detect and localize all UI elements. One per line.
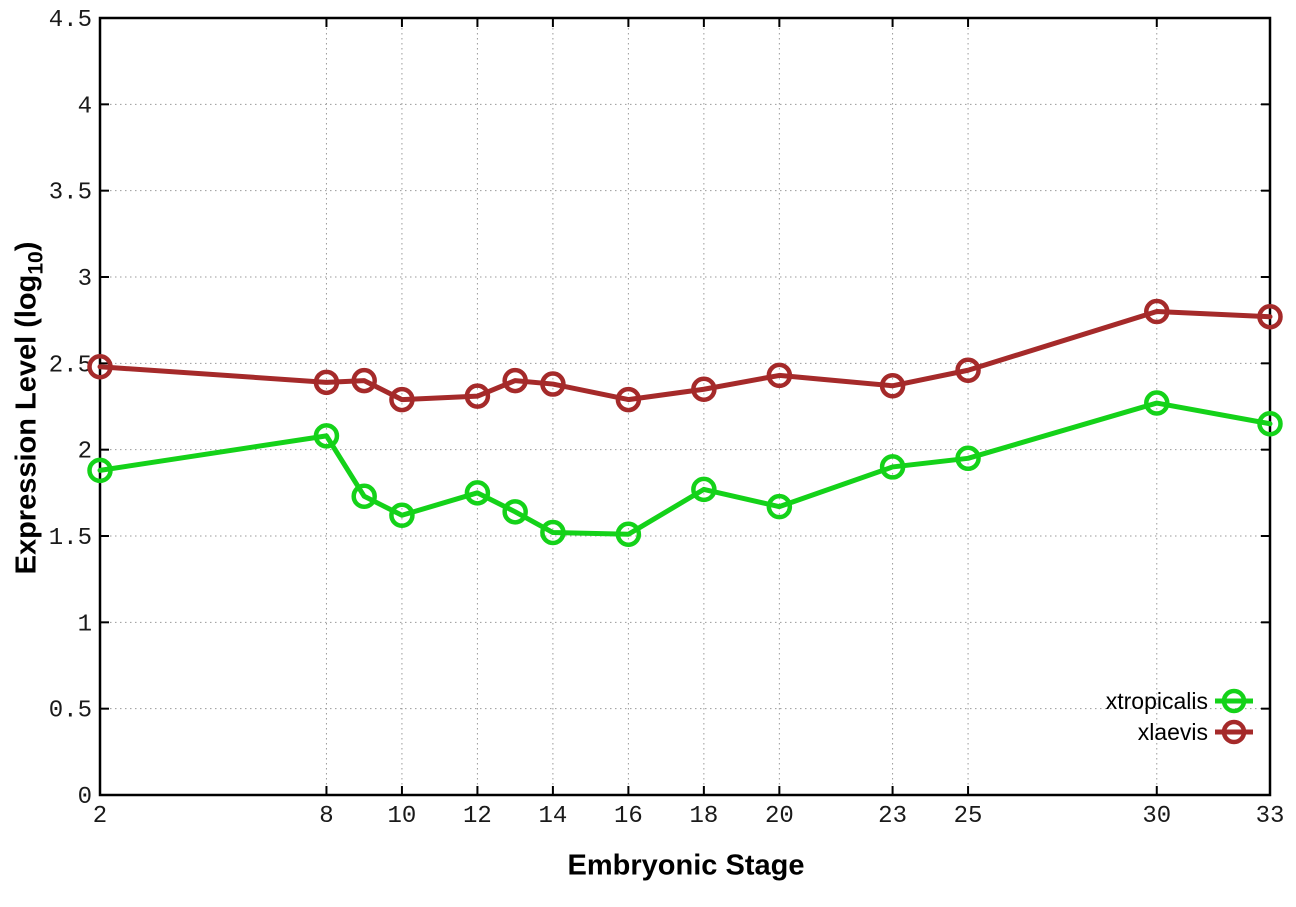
x-axis-title: Embryonic Stage xyxy=(567,849,805,882)
data-point-xlaevis xyxy=(615,386,642,413)
data-point-xtropicalis xyxy=(1257,411,1283,437)
series-line-xtropicalis xyxy=(97,400,1273,537)
y-axis-title-close: ) xyxy=(10,241,43,252)
x-tick-label: 23 xyxy=(878,803,907,830)
y-axis-title: Expression Level (log10) xyxy=(10,241,48,575)
data-point-xlaevis xyxy=(351,367,377,394)
y-tick-label: 0.5 xyxy=(49,698,92,725)
data-point-xtropicalis xyxy=(879,454,906,480)
series-line-xlaevis xyxy=(97,309,1273,403)
legend-sample-marker-xlaevis xyxy=(1221,719,1247,745)
data-point-xtropicalis xyxy=(766,493,793,520)
data-point-xlaevis xyxy=(1144,298,1170,325)
data-point-xtropicalis xyxy=(313,423,340,449)
y-tick-label: 2.5 xyxy=(49,352,92,379)
data-point-xlaevis xyxy=(540,371,566,397)
y-tick-label: 1 xyxy=(78,611,92,638)
data-point-xlaevis xyxy=(955,357,981,383)
x-tick-label: 8 xyxy=(319,803,333,830)
y-tick-label: 3.5 xyxy=(49,180,92,207)
data-point-xlaevis xyxy=(389,386,415,413)
data-point-xlaevis xyxy=(691,376,717,402)
y-axis-title-main: Expression Level (log xyxy=(10,274,43,575)
data-point-xtropicalis xyxy=(464,480,491,506)
data-point-xlaevis xyxy=(464,383,491,409)
data-point-xtropicalis xyxy=(955,445,981,472)
data-point-xlaevis xyxy=(313,369,340,396)
x-tick-label: 25 xyxy=(954,803,983,830)
data-point-xtropicalis xyxy=(615,521,642,548)
plot-border xyxy=(98,16,1272,797)
data-point-xtropicalis xyxy=(389,502,415,529)
y-tick-label: 4.5 xyxy=(49,7,92,34)
x-tick-label: 30 xyxy=(1142,803,1171,830)
x-tick-label: 12 xyxy=(463,803,492,830)
x-tick-label: 18 xyxy=(689,803,718,830)
data-point-xtropicalis xyxy=(502,499,528,525)
x-tick-label: 10 xyxy=(388,803,417,830)
data-point-xtropicalis xyxy=(691,476,717,503)
data-point-xlaevis xyxy=(502,367,528,394)
data-point-xtropicalis xyxy=(351,483,377,510)
data-point-xtropicalis xyxy=(1144,390,1170,416)
legend-label-xtropicalis: xtropicalis xyxy=(1106,688,1208,714)
y-tick-label: 0 xyxy=(78,784,92,811)
y-axis-title-subscript: 10 xyxy=(24,251,48,275)
data-point-xtropicalis xyxy=(540,519,566,546)
data-point-xlaevis xyxy=(766,362,793,389)
y-tick-label: 2 xyxy=(78,439,92,466)
data-point-xlaevis xyxy=(87,354,113,380)
x-tick-label: 16 xyxy=(614,803,643,830)
data-point-xlaevis xyxy=(1257,303,1283,330)
legend-sample-marker-xtropicalis xyxy=(1221,688,1247,714)
data-point-xlaevis xyxy=(879,373,906,399)
legend-label-xlaevis: xlaevis xyxy=(1138,719,1208,745)
data-point-xtropicalis xyxy=(87,457,113,484)
y-tick-label: 3 xyxy=(78,266,92,293)
x-tick-label: 33 xyxy=(1256,803,1285,830)
y-tick-label: 1.5 xyxy=(49,525,92,552)
x-tick-label: 20 xyxy=(765,803,794,830)
x-tick-label: 2 xyxy=(93,803,107,830)
y-tick-label: 4 xyxy=(78,93,92,120)
x-tick-label: 14 xyxy=(538,803,567,830)
